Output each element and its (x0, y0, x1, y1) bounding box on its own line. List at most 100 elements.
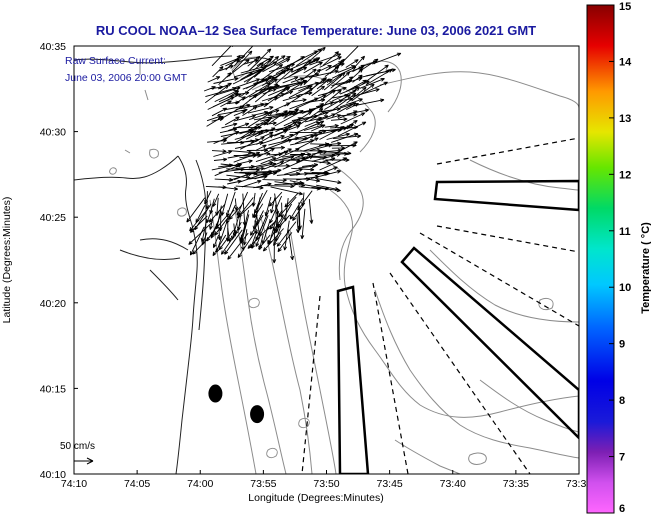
vector-scale-label: 50 cm/s (60, 441, 95, 452)
current-vector (220, 235, 235, 255)
current-vector (189, 215, 208, 233)
current-vector (303, 61, 323, 74)
current-vector (233, 151, 261, 163)
current-vector (337, 121, 367, 137)
chart-title: RU COOL NOAA–12 Sea Surface Temperature:… (96, 23, 536, 38)
current-vector (268, 191, 283, 207)
current-vector (227, 232, 249, 260)
current-vector (276, 221, 297, 247)
current-vector (310, 124, 326, 132)
current-vector (309, 102, 324, 113)
current-vectors (186, 46, 402, 264)
current-vector (303, 159, 331, 165)
current-vector (270, 197, 276, 214)
current-vector (218, 72, 232, 86)
current-vector (339, 98, 363, 108)
current-vector (214, 89, 239, 103)
current-vector (365, 68, 393, 86)
current-vector (295, 137, 319, 151)
y-tick-label: 40:20 (40, 298, 66, 310)
colorbar: 15 14 13 12 11 10 9 8 7 6 Temperature ( °C) (586, 1, 651, 515)
current-vector (207, 76, 221, 83)
current-vector (340, 112, 366, 125)
current-vector (319, 126, 345, 140)
current-vector (211, 107, 228, 117)
colorbar-tick-label: 9 (619, 339, 625, 351)
colorbar-tick-label: 6 (619, 503, 625, 515)
current-vector (296, 129, 327, 139)
current-vector (254, 83, 279, 103)
current-vector (270, 186, 303, 196)
current-vector (262, 228, 284, 252)
colorbar-tick-label: 10 (619, 282, 631, 294)
current-vector (261, 138, 293, 152)
y-tick-label: 40:30 (40, 127, 66, 139)
current-vector (308, 198, 314, 224)
x-tick-label: 73:35 (503, 478, 529, 490)
current-vector (311, 85, 325, 97)
current-vector (317, 86, 347, 97)
current-vector (250, 232, 257, 249)
current-vector (267, 87, 291, 102)
current-vector (284, 59, 312, 73)
current-vector (266, 110, 288, 126)
current-vector (268, 67, 290, 84)
current-vector (309, 69, 339, 78)
station-markers (208, 384, 265, 424)
current-vector (234, 221, 242, 235)
current-vector (245, 131, 262, 140)
current-vector (228, 205, 242, 220)
current-vector (224, 116, 240, 126)
current-vector (211, 149, 227, 154)
current-vector (316, 78, 330, 90)
current-vector (332, 89, 357, 102)
current-vector (275, 68, 294, 85)
current-vector (310, 169, 342, 180)
current-vector (274, 110, 304, 127)
current-vector (233, 114, 256, 122)
x-tick-label: 73:55 (250, 478, 276, 490)
y-tick-label: 40:25 (40, 212, 66, 224)
current-vector (204, 84, 229, 104)
current-vector (263, 121, 277, 126)
current-vector (239, 159, 253, 165)
current-vector (300, 208, 306, 240)
current-vector (263, 160, 285, 170)
current-vector (273, 155, 295, 162)
current-vector (309, 110, 326, 122)
current-vector (332, 102, 357, 116)
current-vector (305, 178, 321, 183)
colorbar-tick-label: 11 (619, 226, 631, 238)
current-vector (296, 150, 323, 164)
current-vector (289, 58, 317, 77)
station-marker (208, 384, 223, 403)
current-vector (259, 148, 275, 157)
current-vector (255, 215, 269, 247)
current-vector (227, 228, 232, 242)
x-axis-ticks: 74:10 74:05 74:00 73:55 73:50 73:45 73:40 73:35… (61, 470, 592, 490)
y-tick-label: 40:10 (40, 469, 66, 481)
colorbar-tick-label: 14 (619, 56, 632, 68)
current-vector (267, 228, 277, 245)
current-vector (204, 190, 212, 205)
x-tick-label: 73:30 (566, 478, 592, 490)
current-vector (284, 168, 303, 175)
current-vector (332, 92, 357, 111)
current-vector (233, 110, 246, 117)
current-vector (323, 72, 346, 91)
x-tick-label: 73:45 (376, 478, 402, 490)
vector-scale (74, 457, 94, 465)
current-vector (352, 64, 365, 73)
current-vector (234, 130, 257, 143)
map-area (74, 46, 579, 474)
current-vector (352, 98, 385, 107)
current-vector (287, 229, 295, 261)
current-vector (213, 77, 239, 84)
coastline (74, 55, 271, 474)
current-vector (345, 59, 359, 68)
current-vector (274, 153, 306, 168)
current-vector (324, 66, 340, 77)
current-vector (262, 88, 277, 95)
current-vector (315, 166, 338, 176)
current-vector (274, 82, 304, 101)
